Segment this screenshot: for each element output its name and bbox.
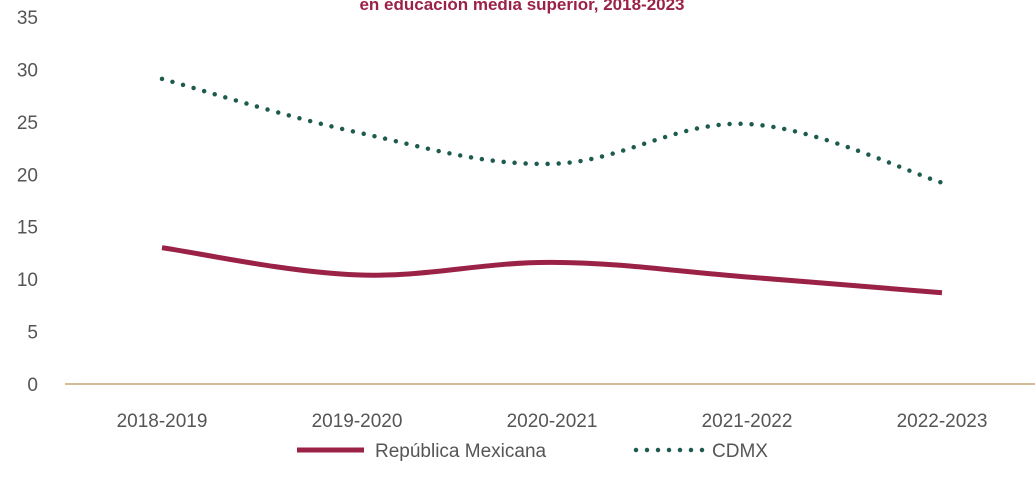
y-tick-label: 30 [17,60,38,81]
legend-label-cdmx: CDMX [712,441,768,462]
series-lines [159,76,945,296]
x-tick-label: 2020-2021 [507,411,598,432]
x-tick-label: 2021-2022 [702,411,793,432]
y-tick-label: 5 [27,323,38,344]
legend-label-republica-mexicana: República Mexicana [375,441,547,462]
y-axis-ticks: 0 5 10 15 20 25 30 35 [17,8,38,396]
series-line-republica-mexicana [161,245,943,296]
y-tick-label: 25 [17,113,38,134]
legend: República Mexicana CDMX [297,441,768,462]
series-line-cdmx [159,76,945,185]
y-tick-label: 10 [17,270,38,291]
y-tick-label: 20 [17,165,38,186]
chart-title: en educación media superior, 2018-2023 [359,0,684,14]
y-tick-label: 35 [17,8,38,29]
y-tick-label: 15 [17,218,38,239]
x-tick-label: 2019-2020 [312,411,403,432]
x-axis-ticks: 2018-2019 2019-2020 2020-2021 2021-2022 2022… [117,411,988,432]
x-tick-label: 2018-2019 [117,411,208,432]
x-tick-label: 2022-2023 [897,411,988,432]
y-tick-label: 0 [27,375,38,396]
